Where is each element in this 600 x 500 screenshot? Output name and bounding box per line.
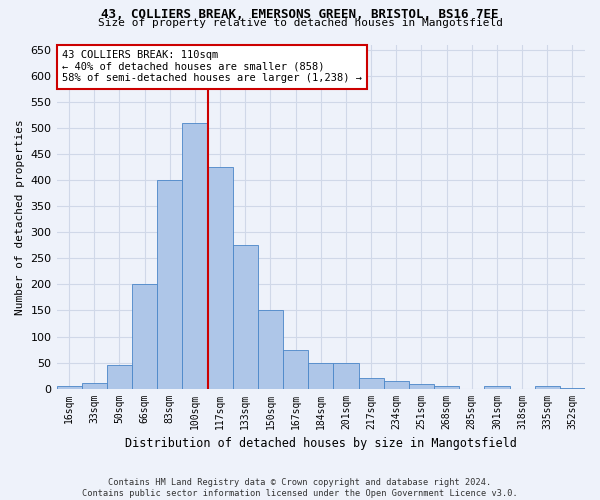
Bar: [383, 380, 409, 388]
Bar: [258, 310, 283, 388]
Bar: [82, 384, 107, 388]
Y-axis label: Number of detached properties: Number of detached properties: [15, 119, 25, 314]
Bar: [56, 386, 82, 388]
Bar: [434, 386, 459, 388]
Bar: [308, 362, 334, 388]
Bar: [484, 386, 509, 388]
Bar: [208, 168, 233, 388]
Bar: [283, 350, 308, 389]
Bar: [359, 378, 383, 388]
Bar: [157, 180, 182, 388]
Bar: [334, 362, 359, 388]
X-axis label: Distribution of detached houses by size in Mangotsfield: Distribution of detached houses by size …: [125, 437, 517, 450]
Bar: [535, 386, 560, 388]
Bar: [409, 384, 434, 388]
Text: 43, COLLIERS BREAK, EMERSONS GREEN, BRISTOL, BS16 7EE: 43, COLLIERS BREAK, EMERSONS GREEN, BRIS…: [101, 8, 499, 20]
Bar: [107, 365, 132, 388]
Text: Size of property relative to detached houses in Mangotsfield: Size of property relative to detached ho…: [97, 18, 503, 28]
Text: Contains HM Land Registry data © Crown copyright and database right 2024.
Contai: Contains HM Land Registry data © Crown c…: [82, 478, 518, 498]
Bar: [132, 284, 157, 389]
Bar: [182, 123, 208, 388]
Text: 43 COLLIERS BREAK: 110sqm
← 40% of detached houses are smaller (858)
58% of semi: 43 COLLIERS BREAK: 110sqm ← 40% of detac…: [62, 50, 362, 84]
Bar: [233, 246, 258, 388]
